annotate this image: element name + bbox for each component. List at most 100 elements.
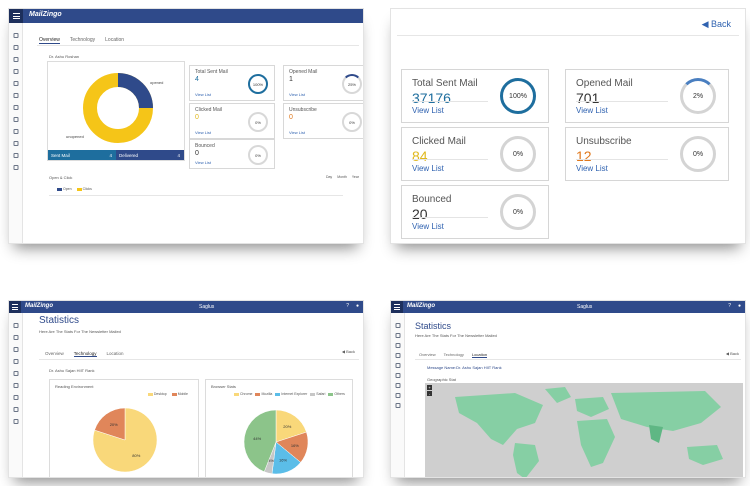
archive-icon[interactable] — [13, 153, 18, 158]
view-list-link[interactable]: View List — [195, 92, 211, 97]
list-icon[interactable] — [13, 335, 18, 340]
mail-icon[interactable] — [13, 93, 18, 98]
back-link[interactable]: ◀ Back — [725, 351, 739, 356]
view-list-link[interactable]: View List — [289, 130, 305, 135]
card-label: Opened Mail — [289, 69, 318, 75]
zoom-in-button[interactable]: + — [427, 385, 432, 390]
view-list-link[interactable]: View List — [289, 92, 305, 97]
tab-location[interactable]: Location — [471, 352, 488, 358]
account-name[interactable]: Saglus — [199, 304, 215, 310]
browser-slice-label: 44% — [253, 436, 261, 441]
dashboard-icon[interactable] — [13, 323, 18, 328]
gear-icon[interactable] — [395, 393, 400, 398]
legend-label: Internet Explorer — [281, 392, 308, 396]
tab-location[interactable]: Location — [105, 37, 125, 43]
stats-tabs: Overview Technology Location — [419, 352, 488, 358]
stats-icon[interactable] — [13, 81, 18, 86]
dashboard-icon[interactable] — [13, 33, 18, 38]
view-list-link[interactable]: View List — [576, 106, 608, 115]
stats-icon[interactable] — [13, 371, 18, 376]
mail-icon[interactable] — [13, 383, 18, 388]
tab-overview[interactable]: Overview — [419, 352, 436, 357]
card-value: 84 — [412, 148, 428, 164]
user-icon[interactable]: ● — [355, 303, 359, 309]
big-card-opened: Opened Mail 701 View List 2% — [565, 69, 729, 123]
calendar-icon[interactable] — [13, 395, 18, 400]
menu-toggle-button[interactable] — [9, 9, 23, 23]
pie-icon[interactable] — [13, 141, 18, 146]
help-icon[interactable]: ? — [346, 303, 349, 309]
range-day[interactable]: Day — [325, 175, 333, 179]
view-list-link[interactable]: View List — [195, 160, 211, 165]
range-year[interactable]: Year — [351, 175, 359, 179]
template-icon[interactable] — [13, 359, 18, 364]
browser-slice-others[interactable] — [243, 409, 277, 473]
dashboard-overview-tile: MailZingo Overview Technology Location D… — [8, 8, 364, 244]
users-icon[interactable] — [13, 347, 18, 352]
legend-label: Chrome — [240, 392, 253, 396]
gear-icon[interactable] — [13, 407, 18, 412]
ring-pct: 2% — [692, 92, 704, 100]
list-icon[interactable] — [13, 45, 18, 50]
asia-shape — [611, 391, 721, 431]
ring-pct: 0% — [512, 208, 524, 216]
users-icon[interactable] — [395, 343, 400, 348]
browser-stats-panel: Browser Stats Chrome Mozilla Internet Ex… — [205, 379, 353, 477]
card-value: 12 — [576, 148, 592, 164]
account-name[interactable]: Saglus — [577, 304, 593, 310]
calendar-icon[interactable] — [395, 383, 400, 388]
reading-slice-mobile[interactable] — [94, 407, 126, 441]
zoom-out-button[interactable]: - — [427, 391, 432, 396]
card-label: Bounced — [195, 143, 215, 149]
view-list-link[interactable]: View List — [412, 222, 444, 231]
tab-technology[interactable]: Technology — [443, 352, 464, 357]
reading-legend: Desktop Mobile — [147, 392, 188, 396]
tab-technology[interactable]: Technology — [69, 37, 96, 43]
tab-location[interactable]: Location — [106, 351, 124, 356]
browser-slice-chrome[interactable] — [275, 409, 307, 443]
legend-label: Others — [334, 392, 345, 396]
gear-icon[interactable] — [13, 117, 18, 122]
back-link[interactable]: ◀ Back — [702, 19, 731, 30]
card-label: Clicked Mail — [412, 136, 466, 147]
view-list-link[interactable]: View List — [195, 130, 211, 135]
help-icon[interactable] — [13, 129, 18, 134]
tab-overview[interactable]: Overview — [39, 37, 60, 44]
big-card-clicked: Clicked Mail 84 View List 0% — [401, 127, 549, 181]
delivered-label: Delivered — [119, 153, 139, 158]
view-list-link[interactable]: View List — [412, 106, 444, 115]
progress-ring: 100% — [248, 74, 268, 94]
tab-technology[interactable]: Technology — [73, 351, 97, 357]
south-america-shape — [513, 443, 539, 477]
list-icon[interactable] — [395, 333, 400, 338]
legend-mozilla: Mozilla — [255, 392, 272, 396]
template-icon[interactable] — [395, 353, 400, 358]
browser-slice-label: 4% — [268, 458, 274, 463]
mail-icon[interactable] — [395, 373, 400, 378]
calendar-icon[interactable] — [13, 105, 18, 110]
clock-icon[interactable] — [13, 165, 18, 170]
range-month[interactable]: Month — [337, 175, 347, 179]
legend-label: Safari — [316, 392, 326, 396]
help-circle-icon[interactable] — [395, 403, 400, 408]
template-icon[interactable] — [13, 69, 18, 74]
view-list-link[interactable]: View List — [576, 164, 608, 173]
panel-title: Reading Environment — [55, 384, 94, 389]
card-value: 4 — [195, 76, 199, 83]
open-click-legend: Open Clicks — [57, 187, 92, 191]
view-list-link[interactable]: View List — [412, 164, 444, 173]
help-circle-icon[interactable] — [13, 419, 18, 424]
menu-toggle-button[interactable] — [391, 301, 403, 313]
stats-icon[interactable] — [395, 363, 400, 368]
india-shape — [649, 425, 663, 443]
dashboard-icon[interactable] — [395, 323, 400, 328]
tab-overview[interactable]: Overview — [45, 351, 64, 356]
brand-logo: MailZingo — [25, 303, 53, 309]
user-icon[interactable]: ● — [737, 303, 741, 309]
page-title: Statistics — [415, 321, 452, 331]
back-link[interactable]: ◀ Back — [341, 349, 355, 354]
back-label: Back — [710, 19, 731, 29]
help-icon[interactable]: ? — [728, 303, 731, 309]
menu-toggle-button[interactable] — [9, 301, 21, 313]
users-icon[interactable] — [13, 57, 18, 62]
